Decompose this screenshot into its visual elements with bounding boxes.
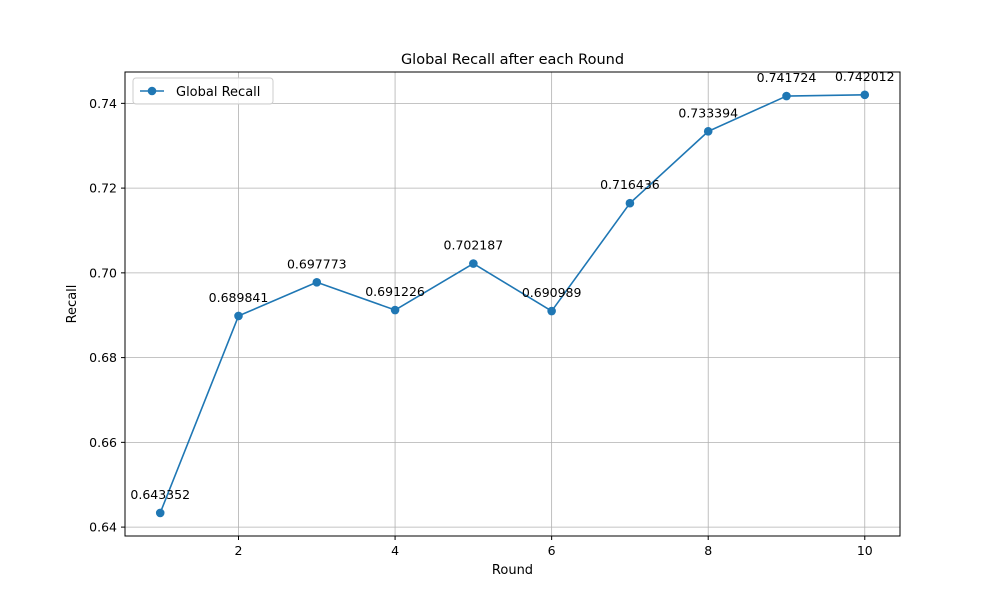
data-point xyxy=(469,259,478,268)
data-point xyxy=(390,305,400,315)
data-label: 0.702187 xyxy=(444,238,504,253)
data-point xyxy=(155,508,165,518)
y-tick-label: 0.64 xyxy=(89,520,117,535)
data-point xyxy=(860,90,870,100)
y-tick-label: 0.70 xyxy=(89,265,117,280)
data-label: 0.689841 xyxy=(209,290,269,305)
data-label: 0.741724 xyxy=(757,70,817,85)
y-tick-label: 0.66 xyxy=(89,435,117,450)
legend-label: Global Recall xyxy=(176,85,260,100)
x-tick-label: 4 xyxy=(391,543,399,558)
data-label: 0.742012 xyxy=(835,69,895,84)
plot-frame xyxy=(124,71,901,537)
y-axis-label: Recall xyxy=(65,285,80,324)
legend: Global Recall xyxy=(132,77,274,105)
y-tick-label: 0.74 xyxy=(89,96,117,111)
point-labels: 0.643352 0.689841 0.697773 0.691226 0.702187… xyxy=(130,69,894,502)
x-axis-ticks: 2 4 6 8 10 xyxy=(235,536,873,558)
data-point xyxy=(234,311,243,321)
data-point xyxy=(782,91,791,101)
chart-title: Global Recall after each Round xyxy=(401,52,624,68)
y-tick-label: 0.68 xyxy=(89,350,117,365)
data-label: 0.733394 xyxy=(678,105,738,120)
x-axis-label: Round xyxy=(492,563,533,578)
legend-box xyxy=(132,77,274,105)
data-label: 0.697773 xyxy=(287,256,347,271)
data-point xyxy=(312,277,322,287)
x-tick-label: 6 xyxy=(548,543,556,558)
x-tick-label: 10 xyxy=(857,543,873,558)
data-point xyxy=(625,198,635,208)
legend-marker xyxy=(147,86,157,96)
x-tick-label: 2 xyxy=(235,543,243,558)
data-label: 0.691226 xyxy=(365,284,425,299)
data-point xyxy=(703,127,713,136)
x-tick-label: 8 xyxy=(704,543,712,558)
y-tick-label: 0.72 xyxy=(89,181,117,196)
data-label: 0.690989 xyxy=(522,285,582,300)
data-label: 0.716436 xyxy=(600,177,660,192)
data-label: 0.643352 xyxy=(130,487,190,502)
series-line xyxy=(159,94,865,514)
series-layer xyxy=(155,90,870,518)
y-axis-ticks: 0.64 0.66 0.68 0.70 0.72 0.74 xyxy=(89,96,125,535)
data-point xyxy=(547,306,556,316)
